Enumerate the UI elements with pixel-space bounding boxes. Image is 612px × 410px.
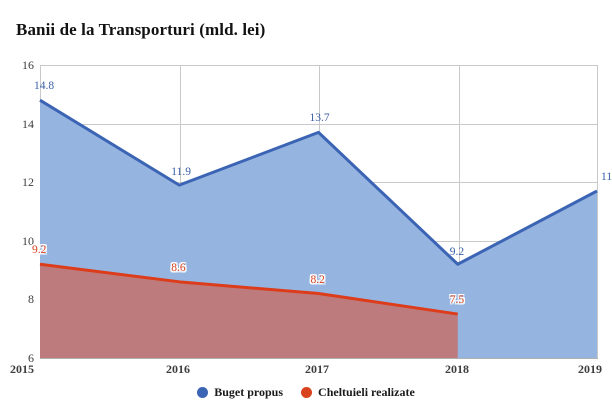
y-tick-10: 10 bbox=[22, 233, 34, 248]
series-graphics bbox=[39, 98, 598, 358]
x-tick-2017: 2017 bbox=[305, 362, 329, 376]
y-tick-6: 6 bbox=[28, 351, 34, 365]
axis-line-bottom bbox=[40, 358, 598, 359]
legend-label-cheltuieli-realizate: Cheltuieli realizate bbox=[318, 385, 415, 399]
x-axis-labels: 2015 2016 2017 2018 2019 bbox=[0, 362, 612, 380]
x-tick-2019: 2019 bbox=[578, 362, 602, 376]
chart-legend: Buget propus Cheltuieli realizate bbox=[0, 385, 612, 400]
y-tick-8: 8 bbox=[28, 292, 34, 307]
legend-label-buget-propus: Buget propus bbox=[214, 385, 284, 399]
x-tick-2016: 2016 bbox=[166, 362, 190, 376]
y-tick-12: 12 bbox=[22, 175, 34, 190]
data-label-cheltuieli-realizate-2016: 8.6 bbox=[171, 261, 186, 274]
vgridline-2018 bbox=[458, 65, 460, 358]
y-tick-14: 14 bbox=[22, 116, 34, 131]
data-label-cheltuieli-realizate-2017: 8.2 bbox=[310, 273, 325, 286]
chart-title: Banii de la Transporturi (mld. lei) bbox=[16, 20, 266, 39]
legend-color-dot-icon bbox=[301, 387, 313, 398]
plot-area: 14.8 11.9 13.7 9.2 11.7 9.2 8.6 8.2 7.5 bbox=[32, 65, 612, 359]
y-tick-16: 16 bbox=[22, 58, 34, 72]
data-label-cheltuieli-realizate-2018: 7.5 bbox=[449, 294, 465, 307]
x-tick-2015: 2015 bbox=[10, 362, 34, 376]
data-label-buget-propus-2016: 11.9 bbox=[171, 166, 191, 179]
legend-item-buget-propus[interactable]: Buget propus bbox=[197, 385, 283, 400]
legend-color-dot-icon bbox=[197, 387, 209, 398]
data-label-buget-propus-2019: 11.7 bbox=[601, 170, 612, 183]
legend-item-cheltuieli-realizate[interactable]: Cheltuieli realizate bbox=[301, 385, 415, 400]
vgridline-2019 bbox=[597, 65, 598, 358]
data-label-buget-propus-2017: 13.7 bbox=[309, 112, 330, 125]
data-label-buget-propus-2015: 14.8 bbox=[34, 80, 55, 93]
y-axis-labels: 16 14 12 10 8 6 bbox=[0, 59, 612, 364]
data-label-buget-propus-2018: 9.2 bbox=[449, 246, 465, 259]
data-label-cheltuieli-realizate-2015: 9.2 bbox=[32, 244, 47, 257]
x-tick-2018: 2018 bbox=[445, 362, 469, 376]
